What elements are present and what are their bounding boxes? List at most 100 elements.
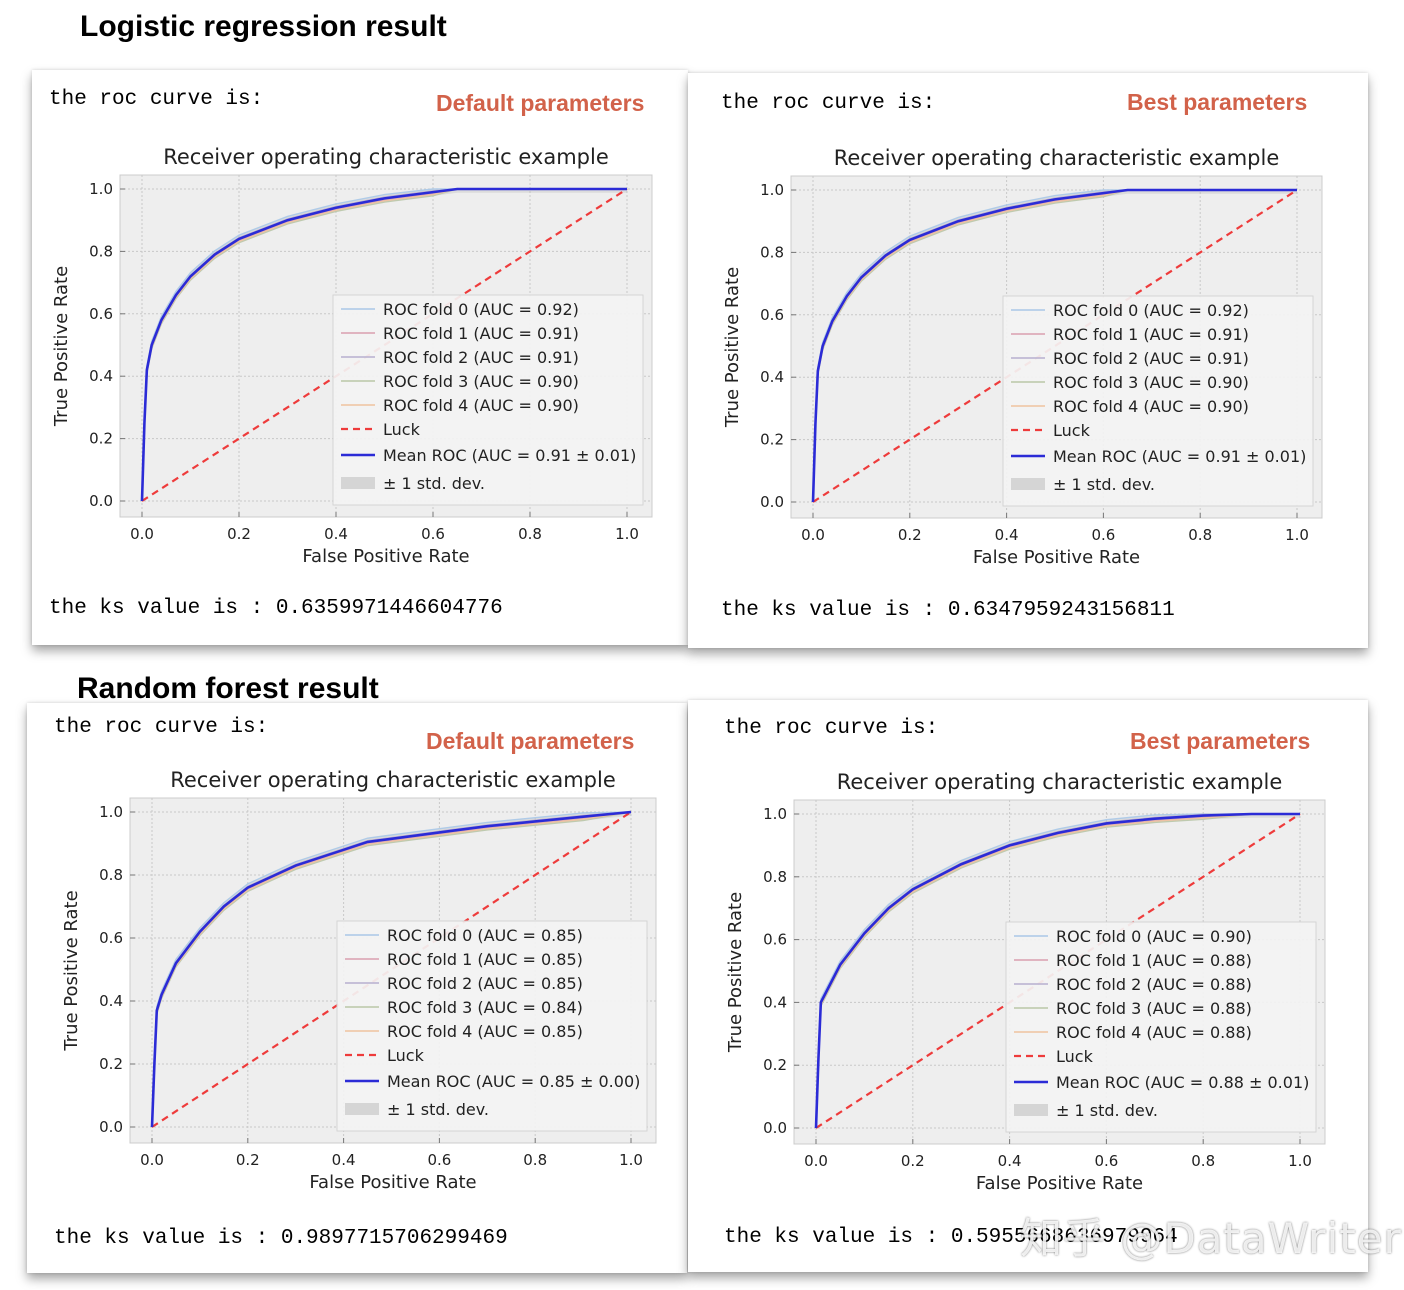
- legend-box: [332, 294, 644, 506]
- x-tick-label: 1.0: [1288, 1152, 1312, 1170]
- legend-std-swatch: [1014, 1104, 1048, 1116]
- legend-entry: ROC fold 0 (AUC = 0.92): [383, 300, 579, 319]
- legend-entry: Luck: [1056, 1047, 1094, 1066]
- y-tick-label: 0.6: [89, 305, 113, 323]
- legend-entry: ROC fold 2 (AUC = 0.85): [387, 974, 583, 993]
- roc-curve-label: the roc curve is:: [49, 88, 264, 111]
- panel-forest-best: the roc curve is: Best parameters 0.0 0.2…: [688, 700, 1368, 1272]
- legend-entry: Luck: [383, 420, 421, 439]
- x-tick-label: 0.6: [427, 1151, 451, 1169]
- roc-fold-0-line: [815, 813, 1300, 1129]
- parameter-label: Best parameters: [1127, 89, 1308, 115]
- roc-chart: 0.0 0.2 0.4 0.6 0.8 1.0 0.0 0.2 0.4 0.6 0.8 1.0 Rece…: [51, 145, 653, 567]
- y-tick-label: 0.0: [89, 492, 113, 510]
- y-tick-label: 0.0: [760, 493, 784, 511]
- x-tick-label: 0.8: [1188, 526, 1212, 544]
- y-tick-label: 0.8: [763, 868, 787, 886]
- y-tick-label: 0.0: [99, 1118, 123, 1136]
- x-axis-label: False Positive Rate: [302, 546, 469, 567]
- parameter-label: Best parameters: [1130, 728, 1311, 754]
- legend-std-swatch: [345, 1103, 379, 1115]
- legend-entry: Luck: [387, 1046, 425, 1065]
- y-tick-label: 0.6: [763, 931, 787, 949]
- panel-logistic-default: the roc curve is: Default parameters 0.0…: [32, 70, 688, 645]
- x-tick-label: 0.4: [998, 1152, 1022, 1170]
- legend-entry: ROC fold 4 (AUC = 0.85): [387, 1022, 583, 1041]
- legend-entry: ROC fold 1 (AUC = 0.91): [1053, 325, 1249, 344]
- parameter-label: Default parameters: [426, 728, 635, 754]
- y-tick-label: 0.4: [760, 368, 784, 386]
- x-tick-label: 0.2: [236, 1151, 260, 1169]
- y-tick-label: 0.8: [760, 243, 784, 261]
- legend-entry: ROC fold 3 (AUC = 0.88): [1056, 999, 1252, 1018]
- legend-entry: ROC fold 4 (AUC = 0.90): [1053, 397, 1249, 416]
- chart-title: Receiver operating characteristic exampl…: [837, 770, 1283, 794]
- legend-entry: ROC fold 2 (AUC = 0.91): [1053, 349, 1249, 368]
- x-tick-label: 0.8: [518, 525, 542, 543]
- x-tick-label: 0.4: [995, 526, 1019, 544]
- logistic-section-title: Logistic regression result: [80, 10, 447, 43]
- x-tick-label: 1.0: [1285, 526, 1309, 544]
- y-axis-label: True Positive Rate: [725, 892, 746, 1053]
- mean-roc-line: [150, 810, 632, 1128]
- x-axis-label: False Positive Rate: [309, 1172, 476, 1193]
- legend-entry: ROC fold 3 (AUC = 0.84): [387, 998, 583, 1017]
- legend-entry: Luck: [1053, 421, 1091, 440]
- x-tick-label: 0.4: [324, 525, 348, 543]
- forest-section-title: Random forest result: [77, 672, 379, 705]
- panel-forest-default: the roc curve is: Default parameters 0.0…: [27, 703, 687, 1273]
- legend-entry: ROC fold 0 (AUC = 0.92): [1053, 301, 1249, 320]
- x-tick-label: 0.6: [421, 525, 445, 543]
- x-tick-label: 0.0: [140, 1151, 164, 1169]
- mean-roc-line: [814, 812, 1300, 1129]
- legend-entry: ROC fold 3 (AUC = 0.90): [383, 372, 579, 391]
- y-tick-label: 0.4: [763, 993, 787, 1011]
- legend-entry: ROC fold 1 (AUC = 0.85): [387, 950, 583, 969]
- y-tick-label: 0.2: [763, 1056, 787, 1074]
- y-tick-label: 1.0: [763, 805, 787, 823]
- roc-curve-label: the roc curve is:: [721, 92, 936, 115]
- y-tick-label: 1.0: [760, 181, 784, 199]
- chart-title: Receiver operating characteristic exampl…: [163, 145, 609, 169]
- legend-entry: ROC fold 3 (AUC = 0.90): [1053, 373, 1249, 392]
- y-tick-label: 1.0: [99, 803, 123, 821]
- y-tick-label: 0.2: [760, 431, 784, 449]
- x-tick-label: 0.8: [1191, 1152, 1215, 1170]
- x-tick-label: 1.0: [615, 525, 639, 543]
- roc-chart: 0.0 0.2 0.4 0.6 0.8 1.0 0.0 0.2 0.4 0.6 0.8 1.0 Rece…: [61, 768, 657, 1193]
- x-tick-label: 0.0: [130, 525, 154, 543]
- legend-entry: ROC fold 0 (AUC = 0.85): [387, 926, 583, 945]
- legend-entry: ± 1 std. dev.: [1056, 1101, 1158, 1120]
- x-tick-label: 0.2: [901, 1152, 925, 1170]
- x-tick-label: 1.0: [619, 1151, 643, 1169]
- x-tick-label: 0.2: [227, 525, 251, 543]
- legend-entry: Mean ROC (AUC = 0.91 ± 0.01): [383, 446, 636, 465]
- chart-title: Receiver operating characteristic exampl…: [170, 768, 616, 792]
- y-tick-label: 0.8: [89, 242, 113, 260]
- x-tick-label: 0.0: [801, 526, 825, 544]
- x-tick-label: 0.8: [523, 1151, 547, 1169]
- roc-curve-label: the roc curve is:: [54, 716, 269, 739]
- y-tick-label: 0.4: [89, 367, 113, 385]
- legend-std-swatch: [1011, 478, 1045, 490]
- legend-entry: ROC fold 2 (AUC = 0.91): [383, 348, 579, 367]
- legend-entry: ROC fold 1 (AUC = 0.88): [1056, 951, 1252, 970]
- parameter-label: Default parameters: [436, 90, 645, 116]
- y-tick-label: 0.6: [760, 306, 784, 324]
- ks-value-text: the ks value is : 0.6347959243156811: [721, 599, 1175, 622]
- legend-entry: ROC fold 2 (AUC = 0.88): [1056, 975, 1252, 994]
- legend-box: [1002, 295, 1314, 507]
- legend-entry: Mean ROC (AUC = 0.91 ± 0.01): [1053, 447, 1306, 466]
- legend-entry: ± 1 std. dev.: [383, 474, 485, 493]
- legend-entry: Mean ROC (AUC = 0.85 ± 0.00): [387, 1072, 640, 1091]
- roc-curve-label: the roc curve is:: [724, 717, 939, 740]
- roc-chart: 0.0 0.2 0.4 0.6 0.8 1.0 0.0 0.2 0.4 0.6 0.8 1.0 Rece…: [722, 146, 1323, 568]
- x-axis-label: False Positive Rate: [973, 547, 1140, 568]
- x-tick-label: 0.4: [332, 1151, 356, 1169]
- y-tick-label: 1.0: [89, 180, 113, 198]
- mean-roc-line: [140, 187, 627, 502]
- legend-entry: ± 1 std. dev.: [387, 1100, 489, 1119]
- y-axis-label: True Positive Rate: [722, 267, 743, 428]
- legend-entry: Mean ROC (AUC = 0.88 ± 0.01): [1056, 1073, 1309, 1092]
- x-tick-label: 0.6: [1094, 1152, 1118, 1170]
